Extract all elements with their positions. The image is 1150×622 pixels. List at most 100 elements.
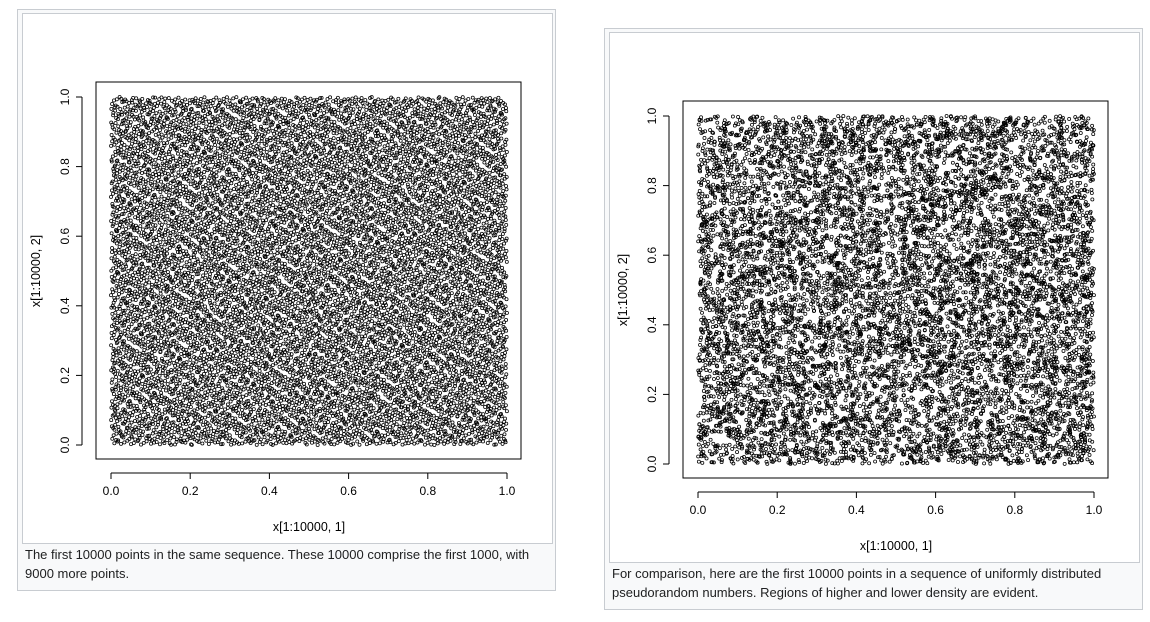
data-point	[109, 219, 114, 223]
data-point	[425, 126, 430, 131]
data-point	[474, 105, 479, 110]
data-point	[444, 353, 449, 358]
data-point	[240, 97, 245, 102]
data-point	[457, 96, 462, 101]
data-point	[433, 147, 438, 152]
data-point	[449, 398, 454, 402]
data-point	[188, 182, 193, 187]
data-point	[227, 354, 232, 359]
data-point	[475, 273, 480, 278]
data-point	[432, 113, 437, 118]
data-point	[158, 190, 163, 195]
data-point	[463, 433, 468, 438]
data-point	[320, 436, 325, 441]
data-point	[297, 126, 302, 131]
data-point	[483, 405, 488, 409]
data-point	[147, 392, 152, 397]
data-point	[278, 343, 283, 348]
data-point	[263, 156, 267, 161]
data-point	[355, 186, 360, 191]
data-point	[177, 144, 182, 149]
data-point	[122, 328, 127, 333]
data-point	[109, 143, 114, 148]
data-point	[151, 95, 156, 100]
data-point	[419, 167, 424, 172]
data-point	[412, 380, 417, 385]
data-point	[398, 160, 403, 165]
data-point	[460, 281, 465, 286]
data-point	[116, 112, 121, 116]
data-point	[264, 260, 269, 264]
data-point	[493, 350, 498, 355]
data-point	[200, 254, 205, 259]
data-point	[246, 160, 251, 165]
data-point	[234, 183, 239, 187]
data-point	[234, 372, 239, 377]
data-point	[430, 160, 434, 165]
data-point	[203, 415, 207, 420]
data-point	[468, 425, 473, 430]
data-point	[288, 135, 293, 140]
data-point	[466, 159, 471, 164]
data-point	[209, 426, 213, 431]
data-point	[386, 375, 391, 380]
data-point	[487, 170, 492, 175]
data-point	[227, 132, 232, 137]
data-point	[436, 371, 441, 376]
data-point	[276, 98, 281, 103]
data-point	[240, 295, 245, 300]
data-point	[375, 214, 380, 219]
data-point	[413, 410, 418, 415]
data-point	[388, 204, 393, 209]
data-point	[455, 99, 460, 104]
data-point	[179, 426, 183, 431]
data-point	[371, 104, 376, 109]
data-point	[166, 334, 171, 339]
data-point	[146, 339, 151, 344]
data-point	[150, 431, 155, 436]
data-point	[260, 195, 265, 200]
data-point	[177, 231, 182, 236]
data-point	[190, 432, 195, 437]
data-point	[407, 273, 412, 278]
data-point	[349, 293, 354, 298]
data-point	[134, 349, 139, 354]
data-point	[202, 335, 207, 339]
data-point	[122, 318, 127, 323]
data-point	[472, 338, 477, 343]
data-point	[429, 145, 434, 149]
data-point	[485, 108, 490, 113]
data-point	[476, 416, 481, 421]
data-point	[239, 105, 244, 110]
data-point	[305, 197, 310, 202]
data-point	[308, 195, 313, 200]
data-point	[188, 147, 193, 151]
data-point	[165, 438, 170, 443]
data-point	[501, 107, 505, 112]
data-point	[223, 366, 228, 371]
data-point	[227, 253, 231, 257]
data-point	[303, 223, 307, 228]
data-point	[424, 173, 429, 178]
data-point	[326, 161, 331, 166]
data-point	[258, 402, 263, 407]
data-point	[485, 441, 490, 445]
data-point	[228, 274, 233, 279]
data-point	[443, 270, 448, 275]
data-point	[271, 198, 276, 202]
data-point	[479, 418, 484, 423]
data-point	[111, 191, 115, 196]
data-point	[308, 381, 312, 386]
data-point	[165, 182, 170, 187]
data-point	[139, 109, 144, 114]
data-point	[349, 256, 353, 261]
data-point	[157, 394, 162, 399]
data-point	[164, 264, 169, 269]
data-point	[388, 257, 393, 262]
data-point	[452, 128, 457, 133]
data-point	[499, 433, 504, 438]
data-point	[458, 301, 463, 306]
data-point	[116, 346, 121, 351]
data-point	[148, 123, 153, 127]
data-point	[177, 330, 182, 335]
